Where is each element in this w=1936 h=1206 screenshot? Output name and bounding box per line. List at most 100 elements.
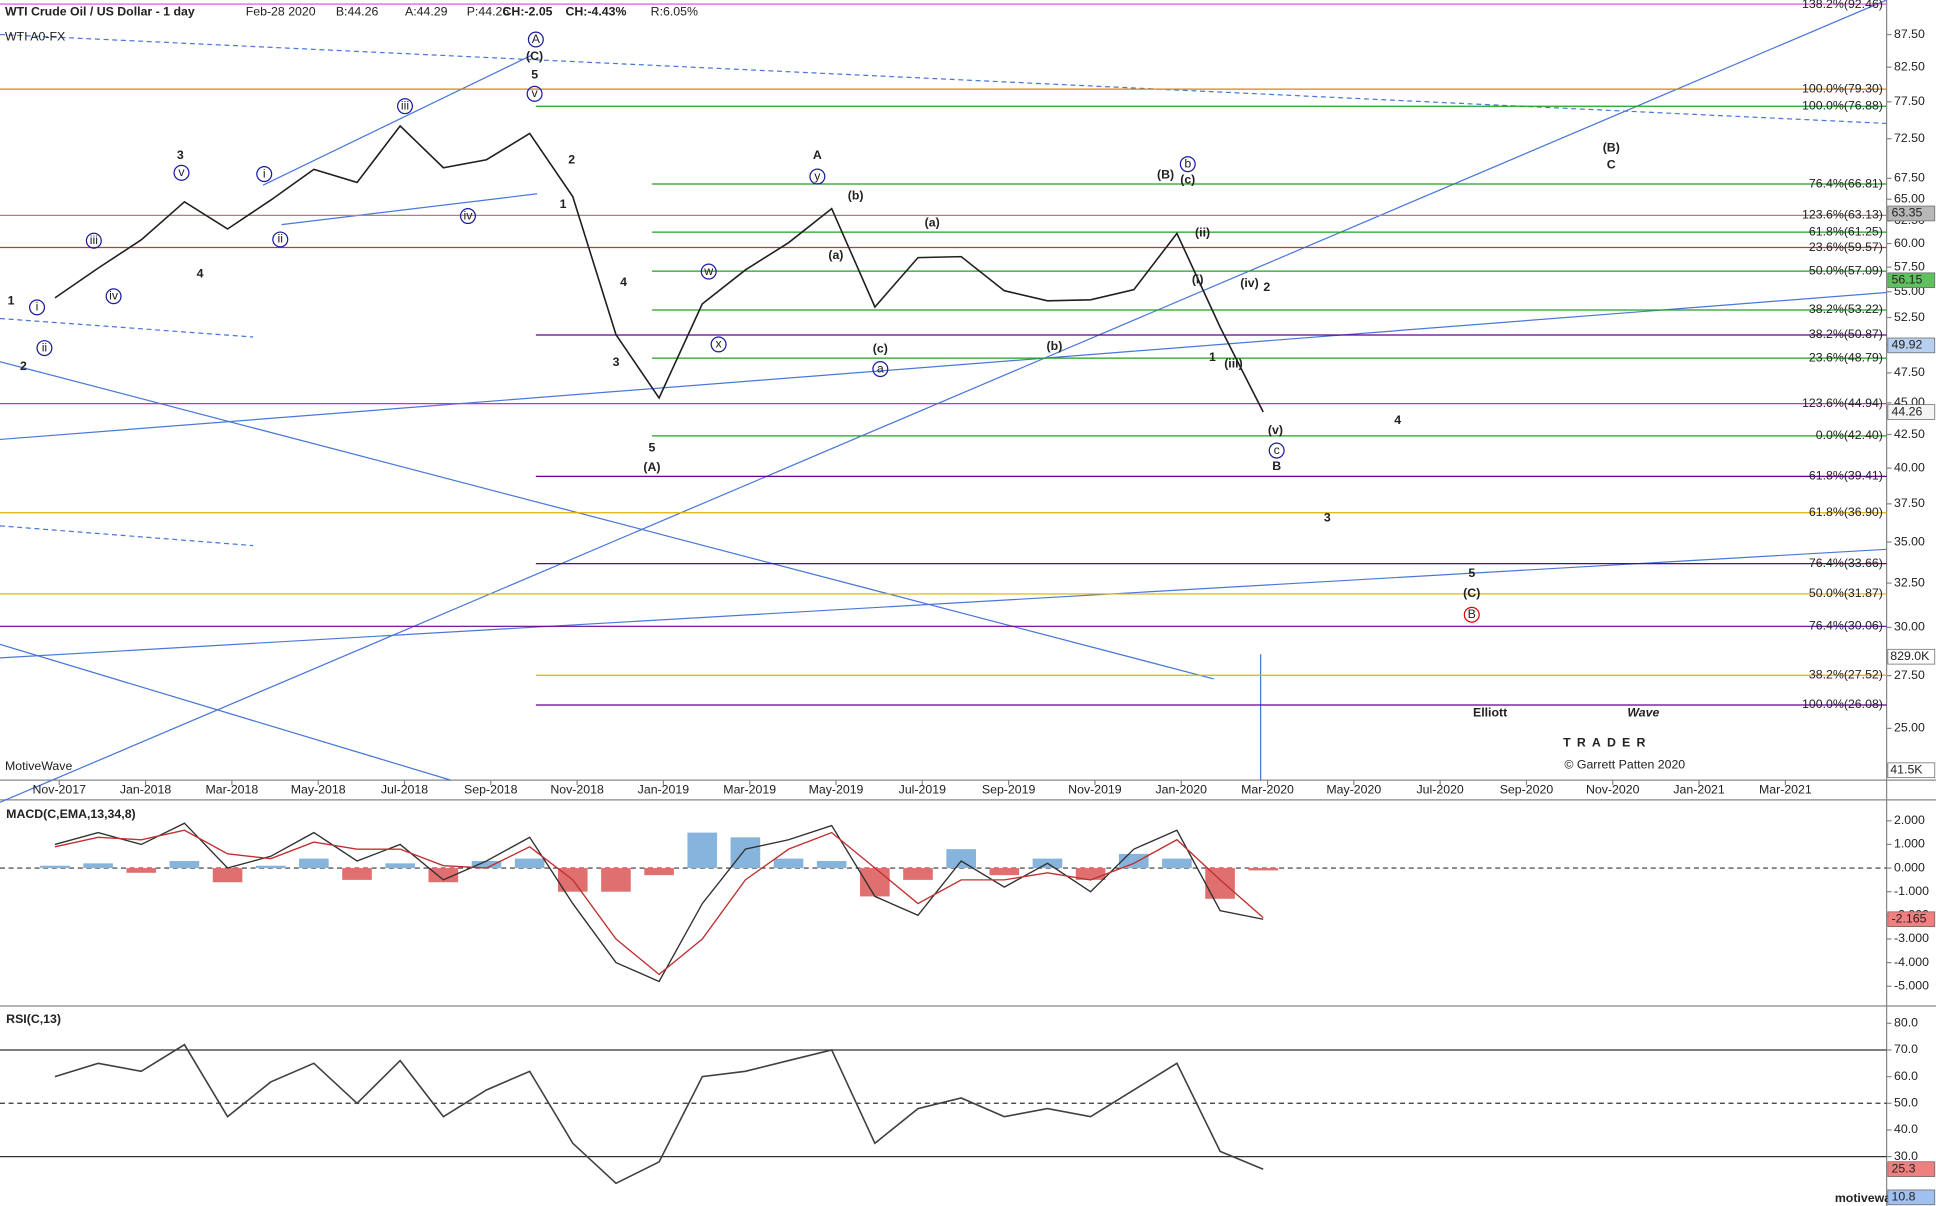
y-tick-label: 72.50	[1894, 131, 1925, 145]
wave-label: (a)	[828, 248, 843, 262]
wave-circle	[710, 336, 727, 353]
wave-circle	[1179, 156, 1196, 173]
y-tick-label: 27.50	[1894, 668, 1925, 682]
value-badge-label: 44.26	[1892, 404, 1923, 418]
wave-circle	[1268, 442, 1285, 459]
logo-credit: © Garrett Patten 2020	[1564, 758, 1685, 772]
trend-line	[0, 0, 1887, 803]
y-tick-label: 77.50	[1894, 94, 1925, 108]
wave-label: (C)	[1463, 586, 1480, 600]
y-tick-label: 2.000	[1894, 813, 1925, 827]
wave-label: 1	[1209, 350, 1216, 364]
wave-label: (c)	[1180, 172, 1195, 186]
y-tick-label: -3.000	[1894, 931, 1929, 945]
histogram-bar	[1118, 853, 1149, 869]
y-tick-label: 25.00	[1894, 721, 1925, 735]
trend-line	[0, 317, 254, 338]
x-tick-label: Mar-2019	[723, 782, 776, 796]
y-tick-label: 52.50	[1894, 310, 1925, 324]
y-tick-label: 30.0	[1894, 1149, 1918, 1163]
wave-label: 5	[1468, 566, 1475, 580]
histogram-bar	[601, 868, 631, 892]
histogram-bar	[1248, 868, 1279, 871]
histogram-bar	[428, 868, 459, 883]
y-tick-label: -5.000	[1894, 979, 1929, 993]
instrument-title: WTI Crude Oil / US Dollar - 1 day	[5, 5, 195, 19]
fib-label: 23.6%(48.79)	[1809, 350, 1883, 364]
histogram-bar	[644, 868, 674, 876]
wave-label: (C)	[526, 49, 543, 63]
histogram-bar	[860, 868, 890, 897]
price-line	[54, 1043, 1264, 1185]
value-badge	[1887, 911, 1936, 928]
price-line	[54, 124, 1264, 413]
wave-circle	[526, 85, 543, 102]
rsi-title: RSI(C,13)	[6, 1012, 61, 1026]
wave-label: (A)	[643, 460, 660, 474]
histogram-bar	[83, 863, 113, 869]
wave-circle	[85, 232, 102, 249]
wave-label: 2	[568, 153, 575, 167]
histogram-bar	[1162, 858, 1192, 869]
trend-line	[0, 33, 1887, 125]
histogram-bar	[903, 868, 933, 880]
wave-label: (i)	[1192, 272, 1204, 286]
histogram-bar	[255, 865, 286, 869]
histogram-bar	[299, 858, 329, 869]
x-tick-label: May-2020	[1326, 782, 1381, 796]
source-label: MotiveWave	[5, 759, 73, 773]
y-tick-label: 0.000	[1894, 860, 1925, 874]
wave-label: ii	[278, 232, 283, 246]
y-tick-label: 32.50	[1894, 575, 1925, 589]
histogram-bar	[342, 868, 372, 880]
fib-label: 61.8%(36.90)	[1809, 505, 1883, 519]
wave-label: 3	[613, 355, 620, 369]
wave-label: c	[1274, 443, 1280, 457]
wave-label: y	[814, 169, 821, 183]
wave-label: (ii)	[1195, 226, 1210, 240]
value-badge	[1887, 272, 1936, 289]
y-tick-label: 67.50	[1894, 171, 1925, 185]
trend-line	[281, 193, 538, 226]
wave-label: A	[813, 148, 822, 162]
wave-label: B	[1468, 607, 1476, 621]
wave-circle	[1463, 606, 1480, 623]
wave-circle	[459, 207, 476, 225]
wave-circle	[105, 288, 122, 305]
fib-label: 123.6%(63.13)	[1802, 208, 1883, 222]
trend-line	[0, 643, 451, 781]
histogram-bar	[687, 832, 718, 869]
quote-bid: B:44.26	[336, 5, 379, 19]
trend-line	[0, 548, 1887, 659]
wave-label: (a)	[925, 216, 940, 230]
histogram-bar	[126, 868, 157, 873]
y-tick-label: 30.00	[1894, 620, 1925, 634]
value-badge-label: 10.8	[1892, 1190, 1916, 1204]
histogram-bar	[989, 868, 1020, 876]
wave-label: iii	[90, 233, 98, 247]
fib-label: 138.2%(92.46)	[1802, 0, 1883, 11]
wave-circle	[173, 164, 190, 181]
wave-label: 5	[648, 440, 655, 454]
value-badge	[1887, 1189, 1936, 1206]
histogram-bar	[946, 849, 976, 869]
quote-change-pct: CH:-4.43%	[565, 5, 626, 19]
indicator-line	[54, 829, 1264, 976]
trend-line	[262, 54, 532, 186]
histogram-bar	[773, 858, 804, 869]
x-tick-label: Jan-2018	[120, 782, 172, 796]
y-tick-label: 82.50	[1894, 59, 1925, 73]
value-badge-label: -2.165	[1892, 912, 1927, 926]
histogram-bar	[816, 860, 847, 869]
y-tick-label: 37.50	[1894, 496, 1925, 510]
volume-label: 829.0K	[1890, 649, 1930, 663]
fib-label: 23.6%(59.57)	[1809, 240, 1883, 254]
x-tick-label: Jan-2019	[638, 782, 690, 796]
fib-label: 76.4%(66.81)	[1809, 176, 1883, 190]
wave-circle	[809, 168, 826, 185]
value-badge	[1887, 205, 1936, 222]
wave-circle	[272, 231, 289, 248]
wave-label: 3	[177, 148, 184, 162]
histogram-bar	[730, 837, 761, 869]
x-tick-label: May-2019	[809, 782, 864, 796]
